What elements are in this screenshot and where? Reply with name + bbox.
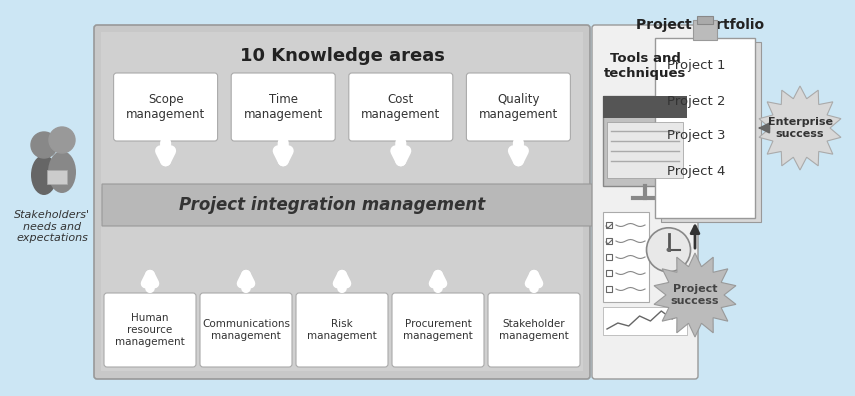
FancyBboxPatch shape [114, 73, 218, 141]
Bar [47, 170, 67, 184]
Bar [606, 254, 612, 260]
Text: Project
success: Project success [671, 284, 719, 306]
Text: Project integration management: Project integration management [179, 196, 485, 214]
FancyBboxPatch shape [104, 293, 196, 367]
Circle shape [646, 228, 691, 272]
Bar [603, 96, 687, 186]
Polygon shape [759, 86, 841, 170]
Text: Stakeholder
management: Stakeholder management [499, 319, 569, 341]
Bar [655, 38, 755, 218]
FancyBboxPatch shape [200, 293, 292, 367]
Text: Stakeholders'
needs and
expectations: Stakeholders' needs and expectations [14, 210, 90, 243]
Text: Procurement
management: Procurement management [403, 319, 473, 341]
Circle shape [31, 132, 57, 158]
Bar [606, 222, 612, 228]
Bar [606, 270, 612, 276]
Text: Quality
management: Quality management [479, 93, 558, 121]
Text: Project 2: Project 2 [667, 95, 726, 107]
Bar [101, 32, 583, 187]
FancyBboxPatch shape [296, 293, 388, 367]
Bar [697, 16, 713, 24]
Text: Human
resource
management: Human resource management [115, 313, 185, 346]
Circle shape [49, 127, 75, 153]
Ellipse shape [31, 155, 57, 195]
FancyBboxPatch shape [349, 73, 453, 141]
Text: 10 Knowledge areas: 10 Knowledge areas [239, 47, 445, 65]
Text: Tools and
techniques: Tools and techniques [604, 52, 687, 80]
FancyArrow shape [102, 173, 642, 236]
FancyBboxPatch shape [94, 25, 590, 379]
Text: Project 4: Project 4 [667, 164, 725, 177]
Bar [101, 221, 583, 371]
Polygon shape [654, 253, 736, 337]
FancyBboxPatch shape [466, 73, 570, 141]
Text: Project portfolio: Project portfolio [636, 18, 764, 32]
Bar [603, 96, 687, 118]
Text: Time
management: Time management [244, 93, 323, 121]
Text: Project 1: Project 1 [667, 59, 726, 72]
Text: Enterprise
success: Enterprise success [768, 117, 833, 139]
Text: Communications
management: Communications management [202, 319, 290, 341]
Text: Scope
management: Scope management [126, 93, 205, 121]
FancyBboxPatch shape [231, 73, 335, 141]
Bar [603, 212, 649, 302]
Text: Cost
management: Cost management [361, 93, 440, 121]
Bar [607, 122, 683, 178]
Ellipse shape [48, 151, 76, 193]
FancyBboxPatch shape [592, 25, 698, 379]
Text: Project 3: Project 3 [667, 129, 726, 143]
FancyBboxPatch shape [392, 293, 484, 367]
Bar [606, 238, 612, 244]
Bar [693, 20, 717, 40]
Text: Risk
management: Risk management [307, 319, 377, 341]
FancyBboxPatch shape [488, 293, 580, 367]
Bar [603, 307, 687, 335]
Circle shape [667, 248, 670, 252]
Bar [606, 286, 612, 292]
Bar [661, 42, 761, 222]
